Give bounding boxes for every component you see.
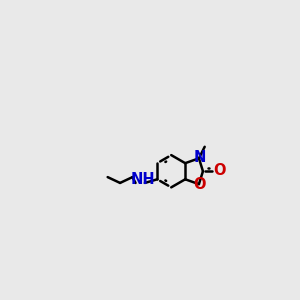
Text: NH: NH (130, 172, 155, 187)
Text: O: O (214, 163, 226, 178)
Text: N: N (194, 150, 206, 165)
Text: O: O (194, 178, 206, 193)
